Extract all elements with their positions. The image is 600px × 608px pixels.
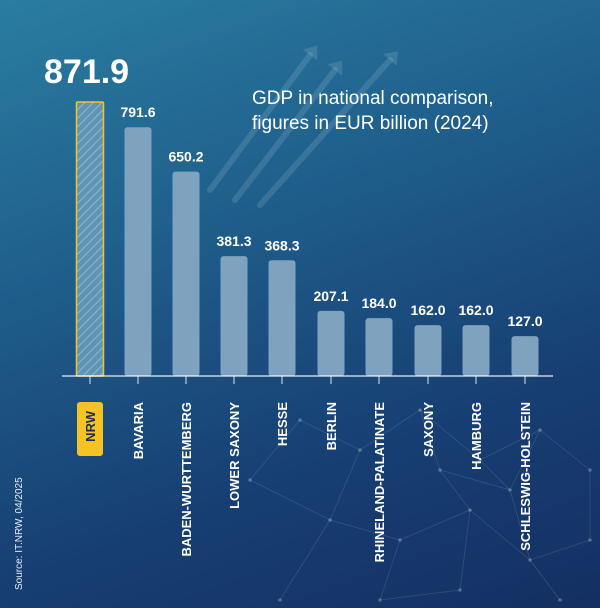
bars-group — [75, 101, 539, 377]
bar-rhineland-palatinate — [365, 318, 393, 376]
bar-berlin — [317, 310, 345, 376]
network-node — [588, 468, 592, 472]
arrow-head — [383, 51, 399, 67]
source-note: Source: IT.NRW, 04/2025 — [14, 477, 25, 590]
network-node — [418, 408, 422, 412]
network-line — [439, 469, 511, 491]
category-hesse: HESSE — [275, 402, 290, 446]
network-line — [479, 459, 511, 491]
value-label-schleswig-holstein: 127.0 — [507, 313, 542, 329]
network-line — [419, 409, 441, 471]
category-label: LOWER SAXONY — [227, 402, 242, 509]
network-node — [398, 538, 402, 542]
network-line — [379, 589, 461, 601]
subtitle-line-1: GDP in national comparison, — [252, 88, 494, 109]
category-label: HAMBURG — [469, 402, 484, 470]
network-line — [539, 429, 591, 471]
network-line — [509, 429, 541, 491]
network-line — [279, 519, 331, 601]
network-node — [478, 458, 482, 462]
arrow-shaft — [257, 57, 393, 208]
network-node — [438, 468, 442, 472]
labels-group: 871.9 NRW 791.6 BAVARIA 650.2 BADEN-WURTTEMBE… — [44, 53, 543, 562]
value-label-lower saxony: 381.3 — [216, 233, 251, 249]
chart-subtitle: GDP in national comparison, figures in E… — [252, 86, 552, 136]
background-network-decoration — [248, 408, 592, 602]
bar-hesse — [268, 260, 296, 376]
category-schleswig-holstein: SCHLESWIG-HOLSTEIN — [518, 402, 533, 551]
arrow-head — [327, 60, 343, 76]
network-line — [509, 489, 531, 561]
network-line — [299, 419, 361, 451]
x-axis — [62, 375, 553, 384]
arrow-head — [302, 45, 318, 61]
network-node — [378, 598, 382, 602]
network-line — [329, 449, 361, 521]
bar-schleswig-holstein — [511, 336, 539, 376]
network-line — [439, 469, 471, 511]
network-node — [558, 598, 562, 602]
network-node — [358, 448, 362, 452]
network-line — [249, 419, 301, 481]
category-bavaria: BAVARIA — [131, 401, 146, 459]
network-line — [379, 539, 401, 601]
network-line — [419, 409, 481, 461]
value-label-saxony: 162.0 — [410, 302, 445, 318]
network-line — [399, 509, 471, 541]
value-label-bavaria: 791.6 — [120, 104, 155, 120]
category-berlin: BERLIN — [324, 402, 339, 450]
category-label: BAVARIA — [131, 401, 146, 459]
arrow-shaft — [207, 52, 313, 193]
category-nrw: NRW — [77, 402, 103, 456]
category-rhineland-palatinate: RHINELAND-PALATINATE — [372, 402, 387, 563]
network-line — [469, 509, 531, 561]
category-saxony: SAXONY — [421, 402, 436, 457]
subtitle-line-2: figures in EUR billion (2024) — [252, 113, 489, 134]
value-label-hesse: 368.3 — [264, 237, 299, 253]
category-label: NRW — [83, 410, 98, 442]
highlight-badge — [77, 402, 103, 456]
network-node — [528, 558, 532, 562]
category-baden-wurttemberg: BADEN-WURTTEMBERG — [179, 402, 194, 557]
value-label-nrw: 871.9 — [44, 53, 129, 91]
network-node — [508, 488, 512, 492]
network-line — [529, 539, 591, 561]
network-node — [458, 588, 462, 592]
category-label: BADEN-WURTTEMBERG — [179, 402, 194, 557]
bar-saxony — [414, 325, 442, 376]
category-label: RHINELAND-PALATINATE — [372, 402, 387, 563]
network-node — [588, 538, 592, 542]
network-line — [529, 559, 561, 601]
category-lower saxony: LOWER SAXONY — [227, 402, 242, 509]
network-node — [248, 478, 252, 482]
network-line — [359, 409, 421, 451]
network-line — [459, 509, 471, 591]
network-line — [329, 519, 401, 541]
bar-hamburg — [462, 325, 490, 376]
network-node — [328, 518, 332, 522]
network-line — [479, 429, 541, 461]
network-node — [298, 418, 302, 422]
bar-baden-wurttemberg — [172, 171, 200, 376]
category-label: BERLIN — [324, 402, 339, 450]
arrow-shaft — [232, 67, 338, 203]
bar-nrw — [75, 101, 105, 377]
network-node — [538, 428, 542, 432]
bar-lower saxony — [220, 256, 248, 376]
bar-bavaria — [124, 127, 152, 376]
category-label: SCHLESWIG-HOLSTEIN — [518, 402, 533, 551]
network-node — [468, 508, 472, 512]
category-hamburg: HAMBURG — [469, 402, 484, 470]
category-label: SAXONY — [421, 402, 436, 457]
network-node — [278, 598, 282, 602]
value-label-hamburg: 162.0 — [458, 302, 493, 318]
category-label: HESSE — [275, 402, 290, 446]
value-label-berlin: 207.1 — [313, 288, 348, 304]
rising-arrows-decoration — [207, 45, 399, 208]
value-label-baden-wurttemberg: 650.2 — [168, 149, 203, 165]
value-label-rhineland-palatinate: 184.0 — [361, 295, 396, 311]
network-line — [249, 479, 331, 521]
